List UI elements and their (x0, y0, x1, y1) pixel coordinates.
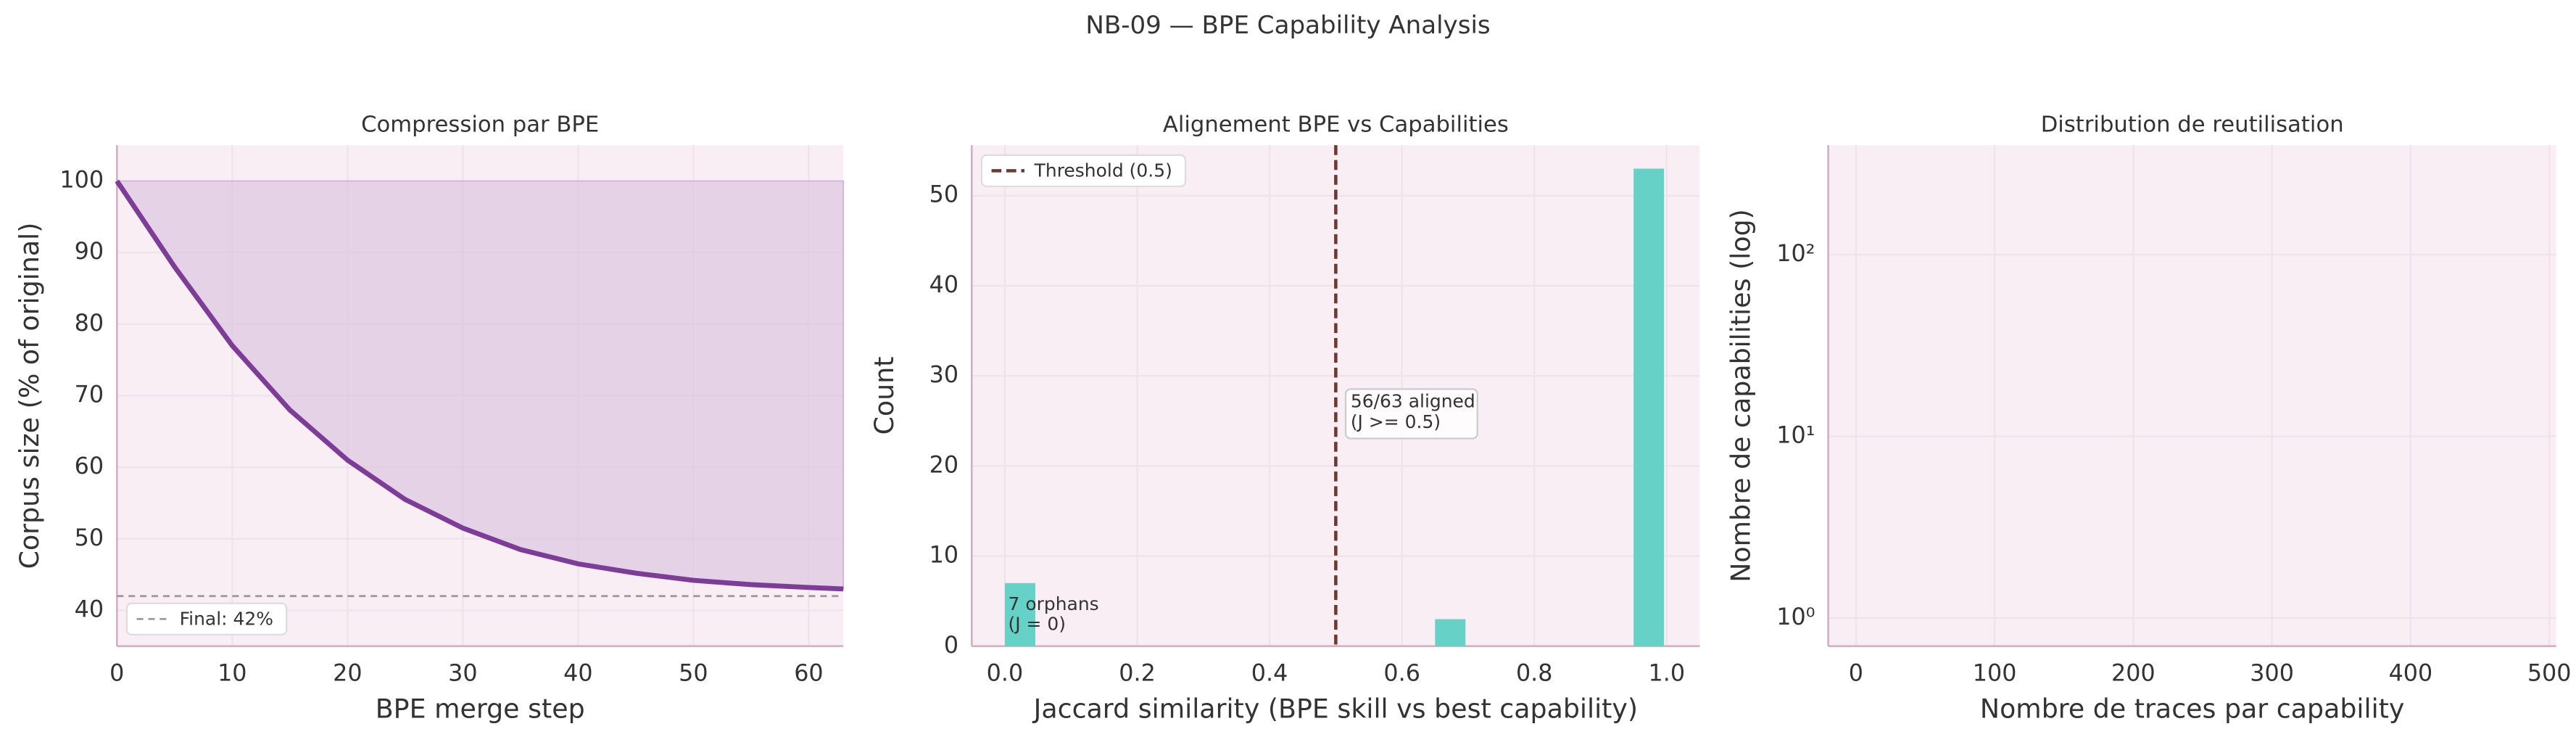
panel-title: Compression par BPE (361, 112, 599, 137)
x-tick-label: 0 (109, 659, 124, 686)
y-tick-label: 60 (75, 453, 104, 479)
x-tick-label: 10 (218, 659, 247, 686)
x-tick-label: 500 (2527, 659, 2572, 686)
annotation: (J = 0) (1009, 613, 1067, 634)
y-tick-label: 30 (929, 361, 958, 388)
y-tick-label: 10⁰ (1776, 604, 1815, 630)
y-axis-label: Corpus size (% of original) (14, 223, 45, 569)
x-tick-label: 20 (333, 659, 362, 686)
bar (1633, 168, 1665, 646)
y-tick-label: 40 (929, 271, 958, 298)
x-tick-label: 30 (448, 659, 477, 686)
y-axis-label: Count (869, 357, 900, 435)
y-tick-label: 80 (75, 310, 104, 337)
line (115, 179, 844, 592)
annotation: (J >= 0.5) (1351, 411, 1441, 432)
panel-title: Distribution de reutilisation (2041, 112, 2344, 137)
y-tick-label: 0 (944, 632, 958, 659)
legend-label: Final: 42% (180, 608, 273, 629)
legend-label: Threshold (0.5) (1034, 160, 1172, 181)
y-tick-label: 90 (75, 238, 104, 265)
x-tick-label: 60 (794, 659, 823, 686)
panel-title: Alignement BPE vs Capabilities (1163, 112, 1509, 137)
x-axis-label: Nombre de traces par capability (1980, 693, 2405, 724)
x-tick-label: 0 (1849, 659, 1863, 686)
y-tick-label: 100 (59, 167, 104, 194)
annotation: 56/63 aligned (1351, 391, 1475, 412)
bar (1435, 619, 1466, 646)
x-axis-label: BPE merge step (376, 693, 585, 724)
legend-box (125, 602, 288, 636)
x-tick-label: 50 (679, 659, 708, 686)
x-tick-label: 40 (563, 659, 592, 686)
annotation-box (1344, 388, 1478, 440)
figure-title: NB-09 — BPE Capability Analysis (1085, 11, 1490, 40)
y-tick-label: 50 (929, 181, 958, 208)
y-tick-label: 40 (75, 596, 104, 622)
y-tick-label: 50 (75, 524, 104, 551)
x-tick-label: 0.6 (1383, 659, 1420, 686)
bar (1004, 582, 1035, 646)
x-tick-label: 0.0 (987, 659, 1024, 686)
x-tick-label: 0.8 (1516, 659, 1553, 686)
x-tick-label: 0.4 (1251, 659, 1288, 686)
x-tick-label: 300 (2250, 659, 2294, 686)
x-tick-label: 200 (2111, 659, 2155, 686)
x-tick-label: 100 (1973, 659, 2017, 686)
y-tick-label: 70 (75, 381, 104, 408)
x-tick-label: 1.0 (1649, 659, 1686, 686)
y-tick-label: 10 (929, 542, 958, 569)
y-tick-label: 10² (1776, 240, 1815, 267)
y-tick-label: 20 (929, 451, 958, 478)
plot-background (1828, 145, 2556, 646)
y-tick-label: 10¹ (1776, 421, 1815, 448)
annotation: 7 orphans (1009, 593, 1099, 614)
x-tick-label: 0.2 (1119, 659, 1156, 686)
legend-box (980, 154, 1187, 188)
y-axis-label: Nombre de capabilities (log) (1726, 209, 1757, 582)
x-axis-label: Jaccard similarity (BPE skill vs best ca… (1032, 693, 1638, 724)
x-tick-label: 400 (2389, 659, 2433, 686)
